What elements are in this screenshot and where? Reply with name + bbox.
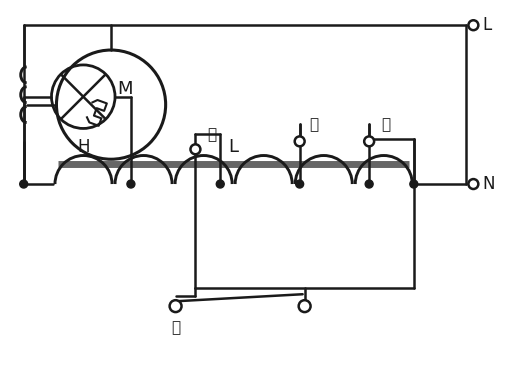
Text: 中: 中	[309, 117, 319, 132]
Circle shape	[468, 20, 479, 30]
Circle shape	[127, 180, 135, 188]
Circle shape	[216, 180, 224, 188]
Circle shape	[296, 180, 304, 188]
Circle shape	[299, 300, 310, 312]
Text: H: H	[77, 138, 89, 157]
Circle shape	[190, 144, 200, 154]
Circle shape	[410, 180, 418, 188]
Circle shape	[364, 136, 374, 146]
Text: 慢: 慢	[381, 117, 390, 132]
Text: 快: 快	[207, 127, 216, 142]
Circle shape	[170, 300, 181, 312]
Circle shape	[20, 180, 27, 188]
Text: L: L	[482, 16, 492, 34]
Text: N: N	[482, 175, 495, 193]
Circle shape	[365, 180, 373, 188]
Text: M: M	[117, 80, 133, 98]
Circle shape	[468, 179, 479, 189]
Circle shape	[295, 136, 305, 146]
Text: L: L	[229, 138, 239, 156]
Text: 停: 停	[171, 320, 180, 335]
